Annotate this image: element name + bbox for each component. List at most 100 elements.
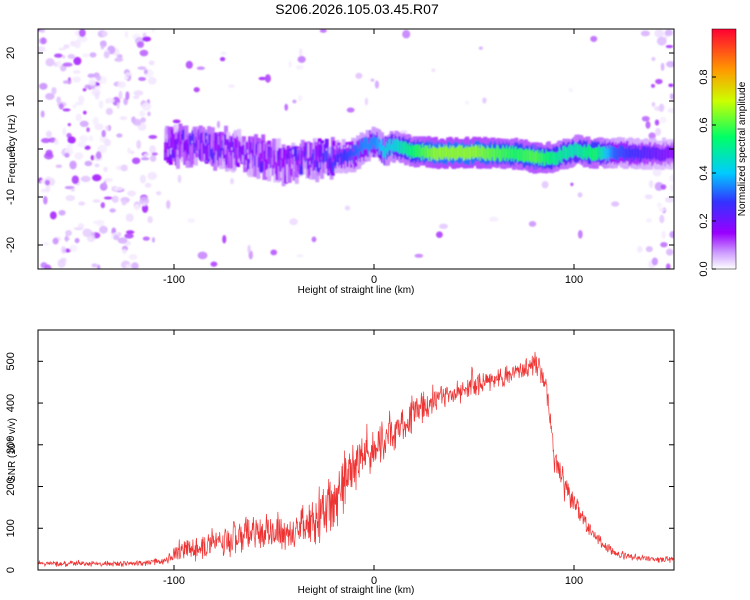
noise-cell (105, 107, 114, 115)
noise-cell (151, 237, 156, 243)
noise-cell (489, 216, 499, 222)
noise-cell (222, 235, 227, 244)
noise-cell (64, 152, 70, 158)
noise-cell (49, 211, 57, 220)
noise-cell (45, 184, 51, 193)
noise-cell (132, 118, 142, 126)
noise-cell (82, 88, 87, 92)
ridge-cell (674, 138, 678, 166)
noise-cell (97, 264, 101, 269)
noise-cell (247, 244, 251, 254)
colorbar-tick-label: 0.6 (698, 117, 710, 132)
noise-cell (355, 72, 363, 79)
noise-cell (58, 47, 66, 51)
noise-cell (44, 264, 52, 269)
noise-cell (125, 91, 130, 101)
noise-cell (54, 139, 59, 145)
noise-cell (139, 174, 147, 184)
noise-cell (114, 57, 124, 62)
noise-cell (284, 103, 289, 111)
noise-cell (38, 46, 46, 53)
x-tick-label: 0 (371, 274, 377, 286)
noise-cell (651, 102, 656, 107)
noise-cell (645, 121, 651, 129)
noise-cell (40, 138, 51, 144)
noise-cell (44, 179, 51, 186)
noise-cell (92, 199, 101, 203)
noise-cell (63, 44, 70, 49)
noise-cell (133, 90, 144, 96)
noise-cell (127, 190, 137, 197)
noise-cell (82, 228, 92, 238)
noise-cell (117, 81, 127, 89)
noise-cell (125, 230, 135, 235)
colorbar-label: Normalized spectral amplitude (737, 81, 748, 216)
noise-cell (414, 253, 424, 258)
y-tick-label: -10 (5, 189, 17, 205)
noise-cell (99, 225, 108, 234)
ridge-cell (182, 129, 186, 141)
noise-cell (655, 127, 662, 136)
noise-cell (364, 97, 369, 106)
noise-cell (74, 152, 84, 160)
figure-title: S206.2026.105.03.45.R07 (275, 1, 439, 17)
noise-cell (149, 154, 157, 162)
noise-cell (298, 95, 303, 102)
noise-cell (51, 87, 57, 95)
noise-cell (84, 84, 92, 89)
noise-cell (136, 139, 142, 149)
noise-cell (105, 97, 115, 104)
noise-cell (659, 214, 665, 224)
noise-cell (142, 36, 152, 42)
noise-cell (319, 29, 327, 33)
noise-cell (94, 163, 100, 168)
noise-cell (62, 80, 72, 84)
noise-cell (311, 236, 317, 243)
noise-cell (103, 177, 113, 183)
noise-cell (660, 62, 665, 71)
noise-cell (79, 135, 89, 142)
noise-cell (652, 167, 662, 177)
noise-cell (78, 223, 85, 229)
noise-cell (665, 263, 671, 269)
noise-cell (661, 230, 666, 239)
noise-cell (130, 150, 135, 155)
noise-cell (86, 235, 96, 243)
noise-cell (65, 194, 76, 202)
noise-cell (297, 55, 306, 63)
ridge-cell (299, 164, 304, 175)
noise-cell (577, 229, 583, 239)
noise-cell (139, 49, 149, 57)
noise-cell (147, 171, 158, 180)
noise-cell (295, 65, 304, 70)
noise-cell (43, 152, 54, 160)
noise-cell (142, 236, 150, 241)
noise-cell (646, 218, 652, 223)
x-tick-label: 0 (371, 575, 377, 587)
noise-cell (650, 83, 656, 88)
noise-cell (97, 144, 108, 154)
noise-cell (288, 60, 292, 68)
noise-cell (100, 45, 105, 50)
colorbar-tick-label: 0.0 (698, 261, 710, 276)
noise-cell (43, 195, 48, 205)
noise-cell (122, 248, 127, 255)
noise-cell (69, 160, 77, 170)
noise-cell (88, 78, 97, 86)
noise-cell (100, 202, 106, 209)
noise-cell (665, 44, 674, 49)
ridge-cell (260, 152, 264, 172)
noise-cell (210, 261, 218, 267)
noise-cell (228, 84, 235, 89)
noise-cell (90, 154, 95, 161)
y-tick-label: 10 (5, 95, 17, 107)
y-tick-label: 100 (5, 519, 17, 537)
noise-cell (658, 103, 664, 113)
noise-cell (431, 68, 436, 73)
noise-cell (139, 196, 149, 206)
spectrogram-y-label: Frequency (Hz) (7, 115, 18, 184)
noise-cell (84, 160, 93, 167)
noise-cell (84, 145, 91, 150)
noise-cell (648, 132, 656, 140)
noise-cell (645, 246, 653, 253)
